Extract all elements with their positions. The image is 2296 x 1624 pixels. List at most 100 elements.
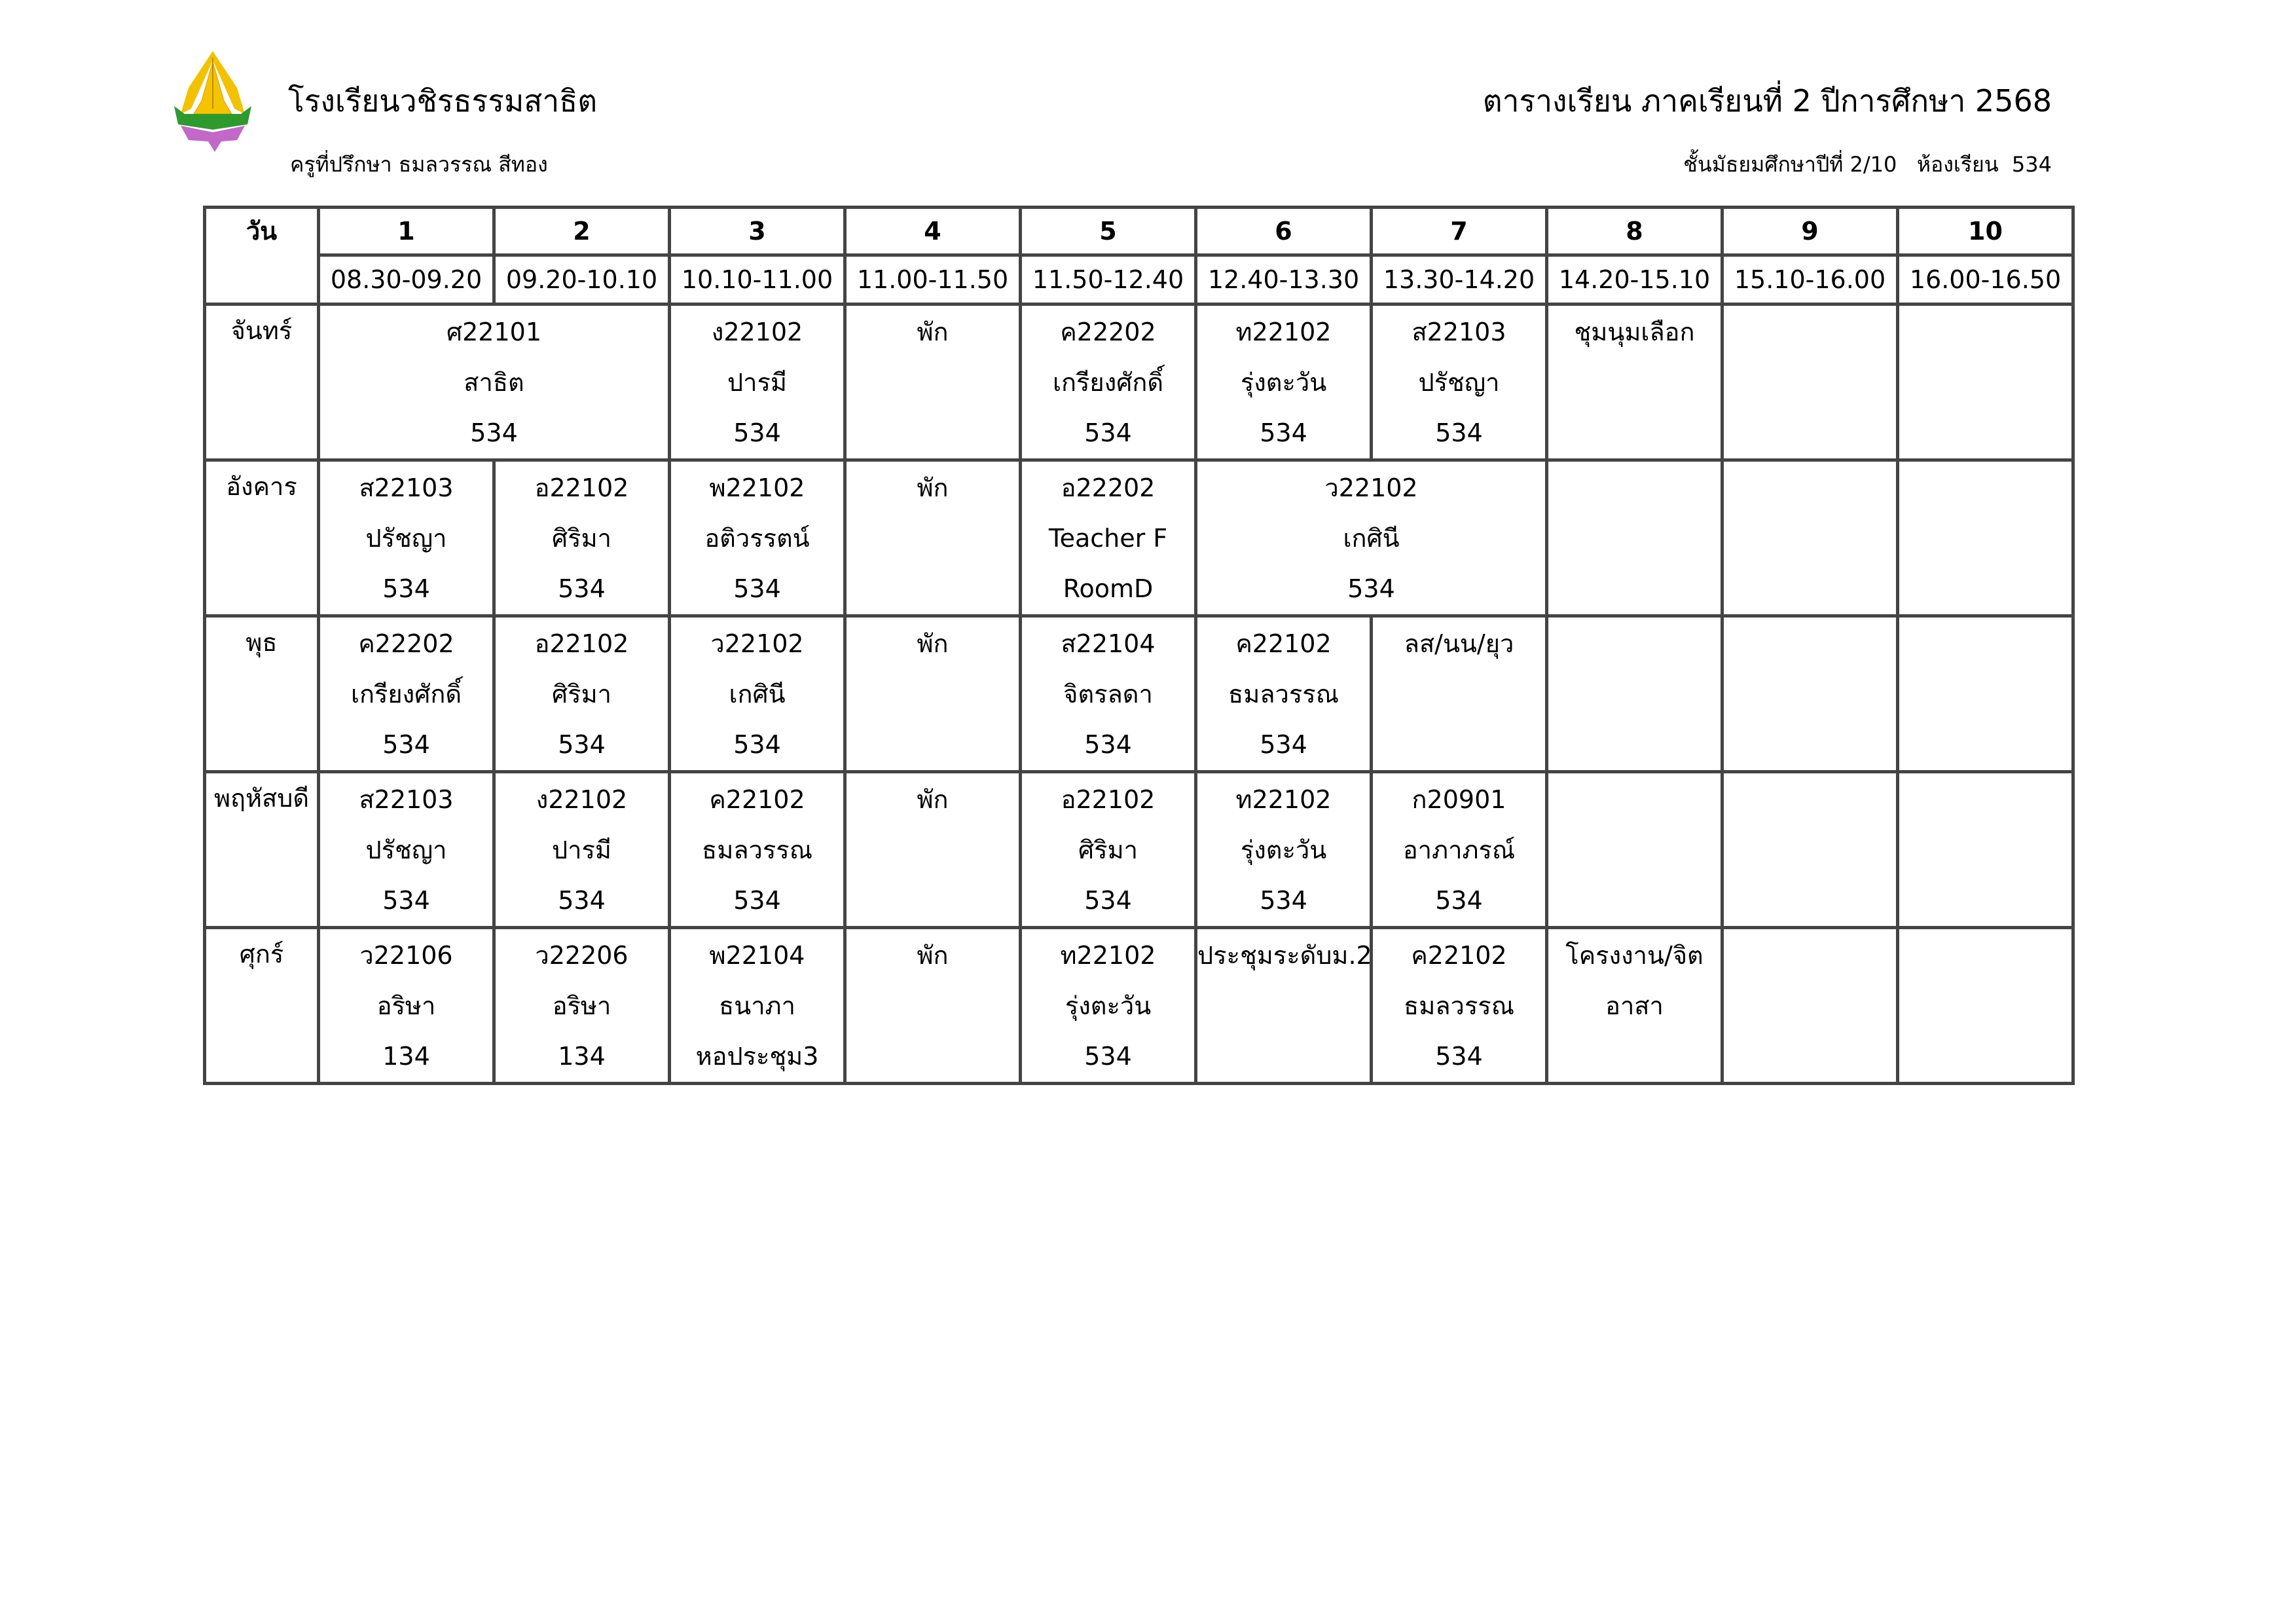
timetable-cell: ก20901 อาภาภรณ์ 534 bbox=[1370, 770, 1548, 929]
room: 534 bbox=[1435, 1042, 1483, 1071]
timetable-cell bbox=[1896, 770, 2075, 929]
period-time: 14.20-15.10 bbox=[1545, 253, 1724, 306]
day-label: จันทร์ bbox=[203, 303, 320, 462]
timetable-cell: ว22102 เกศินี 534 bbox=[1194, 458, 1548, 618]
teacher-name: เกรียงศักดิ์ bbox=[1052, 368, 1164, 397]
teacher-name: รุ่งตะวัน bbox=[1240, 836, 1327, 864]
room: 534 bbox=[470, 418, 518, 447]
day-header: วัน bbox=[203, 206, 320, 306]
period-number: 2 bbox=[492, 206, 671, 257]
subject-code: ว22106 bbox=[359, 941, 453, 970]
day-row: จันทร์ ศ22101 สาธิต 534 ง22102 ปารมี 534 พัก ค22… bbox=[203, 303, 2075, 462]
day-name: พฤหัสบดี bbox=[213, 784, 310, 813]
teacher-name: ธมลวรรณ bbox=[1404, 991, 1514, 1020]
timetable-cell: พ22104 ธนาภาหอประชุม3 bbox=[668, 926, 847, 1085]
room: 534 bbox=[733, 574, 781, 603]
room: 534 bbox=[558, 730, 606, 759]
timetable-cell: ศ22101 สาธิต 534 bbox=[317, 303, 671, 462]
timetable-cell: ค22102 ธมลวรรณ 534 bbox=[1194, 614, 1373, 773]
day-label: พฤหัสบดี bbox=[203, 770, 320, 929]
teacher-name: ศิริมา bbox=[1078, 836, 1138, 864]
period-time: 09.20-10.10 bbox=[492, 253, 671, 306]
timetable-cell: พัก bbox=[843, 614, 1022, 773]
timetable-cell: โครงงาน/จิตอาสา bbox=[1545, 926, 1724, 1085]
day-row: พุธ ค22202 เกรียงศักดิ์ 534 อ22102 ศิริมา 534 ว… bbox=[203, 614, 2075, 773]
timetable-cell: อ22102 ศิริมา 534 bbox=[492, 614, 671, 773]
room: หอประชุม3 bbox=[695, 1042, 819, 1071]
period-time: 08.30-09.20 bbox=[317, 253, 496, 306]
subject-code: โครงงาน/จิต bbox=[1565, 941, 1704, 970]
timetable-cell: ส22103 ปรัชญา 534 bbox=[317, 458, 496, 618]
day-label: อังคาร bbox=[203, 458, 320, 618]
room: 534 bbox=[733, 730, 781, 759]
subject-code: ส22103 bbox=[359, 473, 454, 502]
teacher-name: เกศินี bbox=[1343, 524, 1400, 553]
room: 534 bbox=[1084, 418, 1132, 447]
subject-code: อ22102 bbox=[1061, 785, 1156, 814]
subject-code: ส22104 bbox=[1061, 629, 1156, 658]
period-time-row: 08.30-09.20 09.20-10.10 10.10-11.00 11.00-1… bbox=[205, 253, 2075, 306]
room: 534 bbox=[1260, 886, 1307, 915]
subject-code: ชุมนุมเลือก bbox=[1574, 318, 1695, 346]
subject-code: พ22102 bbox=[709, 473, 805, 502]
teacher-name: Teacher F bbox=[1048, 524, 1168, 553]
period-time: 16.00-16.50 bbox=[1896, 253, 2075, 306]
period-number: 9 bbox=[1721, 206, 1899, 257]
room: 534 bbox=[733, 886, 781, 915]
timetable-cell: พัก bbox=[843, 303, 1022, 462]
timetable-cell: ท22102 รุ่งตะวัน 534 bbox=[1194, 770, 1373, 929]
teacher-name: อริษา bbox=[552, 991, 611, 1020]
day-row: ศุกร์ ว22106 อริษา 134 ว22206 อริษา 134 พ22104 ธ… bbox=[203, 926, 2075, 1085]
day-name: อังคาร bbox=[226, 472, 297, 501]
subject-code: พัก bbox=[917, 941, 949, 970]
room: 534 bbox=[1435, 886, 1483, 915]
timetable-cell: อ22102 ศิริมา 534 bbox=[492, 458, 671, 618]
period-number: 5 bbox=[1019, 206, 1197, 257]
day-name: ศุกร์ bbox=[239, 940, 284, 969]
subject-code: ค22102 bbox=[1235, 629, 1332, 658]
period-time: 11.50-12.40 bbox=[1019, 253, 1197, 306]
timetable-cell bbox=[1545, 614, 1724, 773]
teacher-name: อาสา bbox=[1605, 991, 1664, 1020]
timetable-cell bbox=[1896, 458, 2075, 618]
room: 534 bbox=[382, 574, 430, 603]
teacher-name: อาภาภรณ์ bbox=[1402, 836, 1516, 864]
school-name: โรงเรียนวชิรธรรมสาธิต bbox=[288, 83, 598, 119]
room: 534 bbox=[382, 886, 430, 915]
day-label: ศุกร์ bbox=[203, 926, 320, 1085]
timetable-cell: ว22106 อริษา 134 bbox=[317, 926, 496, 1085]
subject-code: ค22102 bbox=[1411, 941, 1507, 970]
room: 134 bbox=[558, 1042, 606, 1071]
period-time: 10.10-11.00 bbox=[668, 253, 847, 306]
period-time: 12.40-13.30 bbox=[1194, 253, 1373, 306]
subject-code: พ22104 bbox=[709, 941, 805, 970]
timetable-cell bbox=[1545, 770, 1724, 929]
timetable-cell bbox=[1896, 614, 2075, 773]
teacher-name: รุ่งตะวัน bbox=[1065, 991, 1152, 1020]
timetable-cell: พัก bbox=[843, 458, 1022, 618]
subject-code: ลส/นน/ยุว bbox=[1404, 629, 1514, 658]
room: 534 bbox=[558, 574, 606, 603]
teacher-name: ปารมี bbox=[727, 368, 787, 397]
teacher-name: เกรียงศักดิ์ bbox=[350, 680, 462, 709]
timetable-title: ตารางเรียน ภาคเรียนที่ 2 ปีการศึกษา 2568 bbox=[1482, 83, 2052, 119]
timetable-cell: พัก bbox=[843, 926, 1022, 1085]
timetable-cell bbox=[1896, 303, 2075, 462]
room: 534 bbox=[1084, 730, 1132, 759]
subject-code: พัก bbox=[917, 318, 949, 346]
teacher-name: ธมลวรรณ bbox=[702, 836, 812, 864]
room: 534 bbox=[1435, 418, 1483, 447]
subject-code: ศ22101 bbox=[446, 318, 541, 346]
period-number: 7 bbox=[1370, 206, 1548, 257]
timetable-cell bbox=[1896, 926, 2075, 1085]
period-number-row: วัน 1 2 3 4 5 6 7 8 9 10 bbox=[203, 206, 2075, 306]
day-row: พฤหัสบดี ส22103 ปรัชญา 534 ง22102 ปารมี 534 ค22… bbox=[203, 770, 2075, 929]
period-number: 10 bbox=[1896, 206, 2075, 257]
subject-code: ง22102 bbox=[536, 785, 628, 814]
timetable-cell bbox=[1721, 458, 1899, 618]
teacher-name: เกศินี bbox=[729, 680, 786, 709]
timetable-cell bbox=[1721, 614, 1899, 773]
teacher-name: ธนาภา bbox=[719, 991, 795, 1020]
subject-code: อ22102 bbox=[534, 473, 629, 502]
room: 534 bbox=[558, 886, 606, 915]
